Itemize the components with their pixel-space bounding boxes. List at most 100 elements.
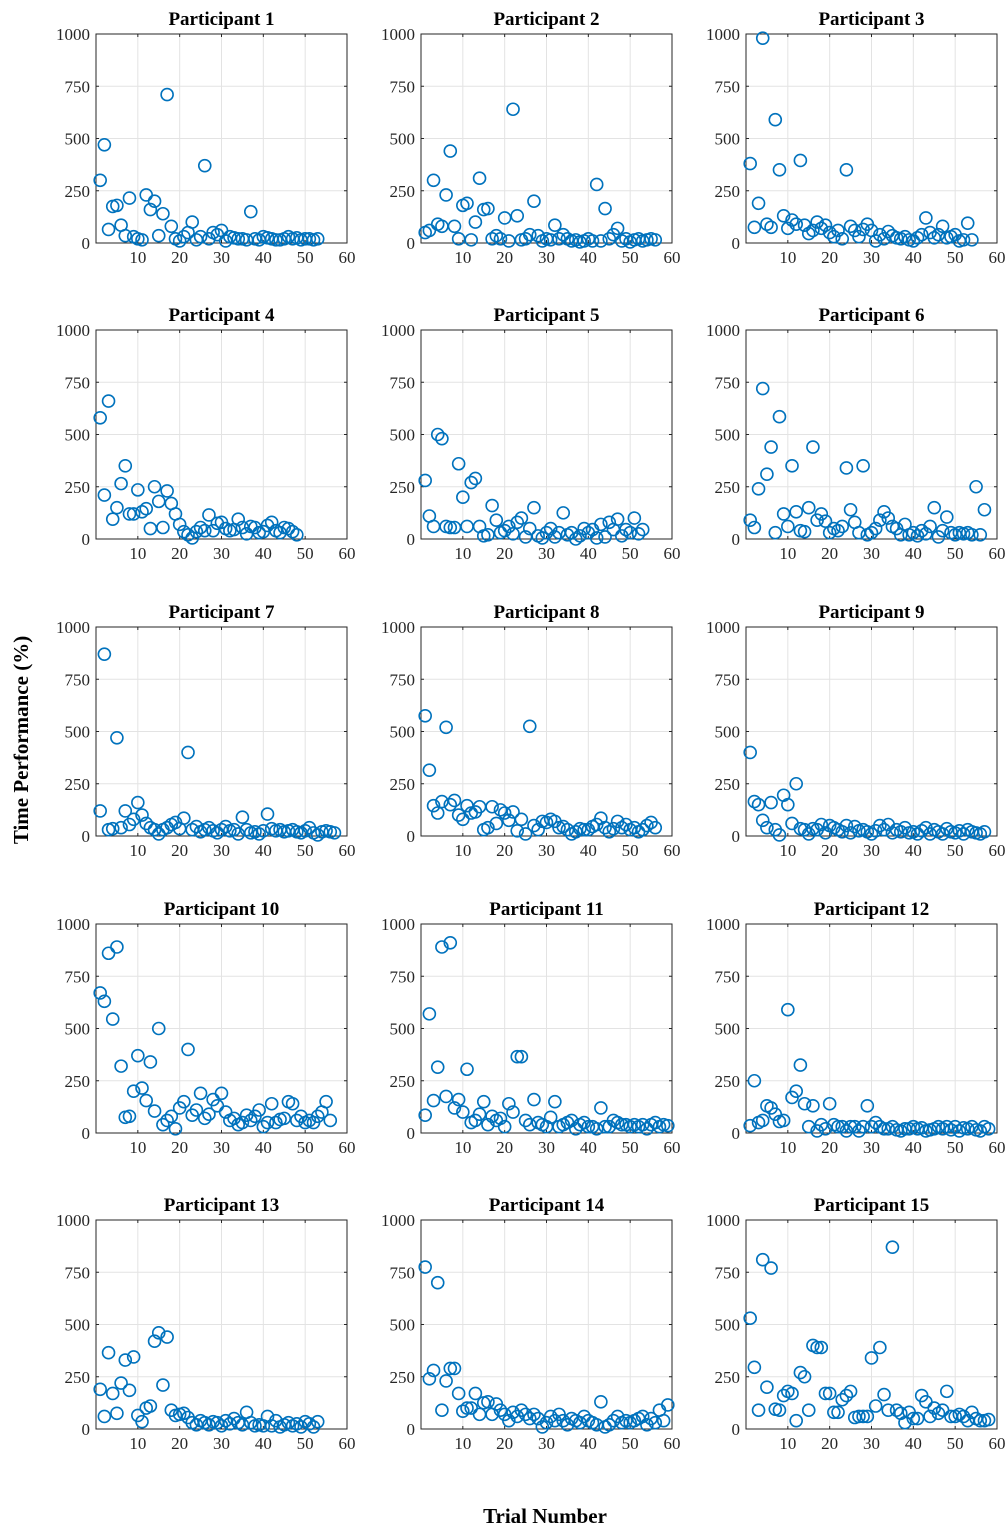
data-point	[518, 1407, 533, 1422]
data-point	[847, 1119, 862, 1134]
data-point	[806, 440, 820, 454]
data-point	[973, 1413, 988, 1428]
y-tick-label: 250	[390, 182, 416, 201]
x-tick-label: 30	[863, 841, 880, 860]
x-tick-label: 30	[213, 1434, 230, 1453]
data-point	[193, 229, 208, 244]
data-point	[598, 530, 612, 544]
data-point	[252, 1103, 266, 1117]
data-point	[627, 511, 642, 525]
data-point	[814, 817, 829, 832]
data-point	[939, 1384, 954, 1399]
data-point	[447, 1101, 462, 1115]
y-axis-label: Time Performance (%)	[9, 636, 33, 844]
x-tick-label: 20	[171, 1434, 188, 1453]
x-tick-label: 40	[905, 1434, 922, 1453]
data-point	[143, 1055, 158, 1069]
data-point	[751, 482, 766, 496]
y-tick-label: 750	[65, 967, 91, 986]
data-point	[935, 219, 950, 234]
data-point	[556, 506, 571, 520]
x-tick-label: 20	[821, 544, 838, 563]
data-point	[298, 823, 312, 838]
panel-title: Participant 10	[164, 899, 280, 920]
data-point	[151, 494, 166, 509]
data-point	[885, 826, 900, 840]
data-point	[810, 1340, 824, 1355]
x-tick-label: 50	[622, 841, 639, 860]
data-point	[801, 500, 816, 515]
panel-3: 0 250 500 750 1000 10 20 30 40 50 60 Participant 3	[706, 9, 1006, 267]
data-point	[231, 512, 246, 526]
y-tick-label: 1000	[56, 618, 90, 637]
data-point	[126, 812, 141, 827]
data-point	[101, 394, 116, 408]
y-tick-label: 500	[715, 723, 741, 742]
panel-title: Participant 5	[493, 305, 599, 326]
data-point	[818, 218, 833, 233]
data-point	[514, 812, 529, 827]
data-point	[269, 233, 283, 247]
data-point	[747, 1360, 762, 1375]
data-point	[789, 505, 804, 519]
data-point	[451, 456, 466, 471]
data-point	[493, 1111, 508, 1126]
data-point	[568, 532, 583, 546]
data-point	[956, 1409, 971, 1424]
data-point	[510, 823, 525, 838]
data-point	[797, 1096, 812, 1111]
data-point	[456, 490, 470, 505]
x-tick-label: 40	[905, 248, 922, 267]
data-point	[843, 1384, 858, 1399]
data-point	[151, 228, 166, 243]
data-point	[785, 213, 799, 227]
data-point	[914, 523, 929, 538]
data-point	[147, 194, 162, 208]
x-tick-label: 60	[989, 248, 1006, 267]
data-point	[747, 1073, 762, 1088]
x-tick-label: 40	[905, 544, 922, 563]
data-point	[602, 825, 617, 839]
data-point	[818, 1122, 833, 1136]
y-tick-label: 500	[390, 426, 416, 445]
data-point	[122, 1383, 137, 1398]
x-tick-label: 60	[664, 248, 681, 267]
data-point	[177, 811, 191, 826]
y-tick-label: 250	[390, 478, 416, 497]
data-point	[464, 475, 479, 490]
data-point	[789, 217, 804, 231]
y-tick-label: 0	[732, 1124, 741, 1143]
data-point	[789, 1084, 804, 1098]
data-point	[443, 936, 458, 950]
data-point	[485, 1109, 499, 1124]
x-tick-label: 50	[297, 841, 314, 860]
data-point	[776, 507, 791, 521]
data-point	[131, 1048, 145, 1063]
data-point	[939, 510, 954, 524]
data-point	[264, 515, 279, 530]
data-point	[439, 1089, 453, 1104]
y-tick-label: 750	[65, 373, 91, 392]
x-tick-label: 50	[297, 544, 314, 563]
data-point	[535, 1420, 550, 1434]
y-tick-label: 0	[732, 530, 741, 549]
data-point	[864, 827, 879, 841]
x-tick-label: 10	[779, 248, 796, 267]
y-tick-label: 500	[390, 1316, 416, 1335]
data-point	[577, 1115, 591, 1130]
data-point	[743, 745, 757, 760]
panel-title: Participant 1	[168, 9, 274, 30]
data-point	[598, 820, 612, 835]
data-point	[151, 1326, 166, 1340]
data-point	[93, 173, 107, 188]
data-point	[831, 523, 845, 538]
data-point	[764, 795, 778, 810]
y-tick-label: 750	[715, 670, 741, 689]
data-point	[493, 803, 508, 817]
data-point	[269, 1115, 283, 1130]
panel-12: 0 250 500 750 1000 10 20 30 40 50 60 Participant 12	[706, 899, 1006, 1157]
y-tick-label: 500	[65, 723, 91, 742]
x-tick-label: 20	[171, 544, 188, 563]
y-tick-label: 0	[82, 827, 91, 846]
x-tick-label: 60	[339, 544, 356, 563]
